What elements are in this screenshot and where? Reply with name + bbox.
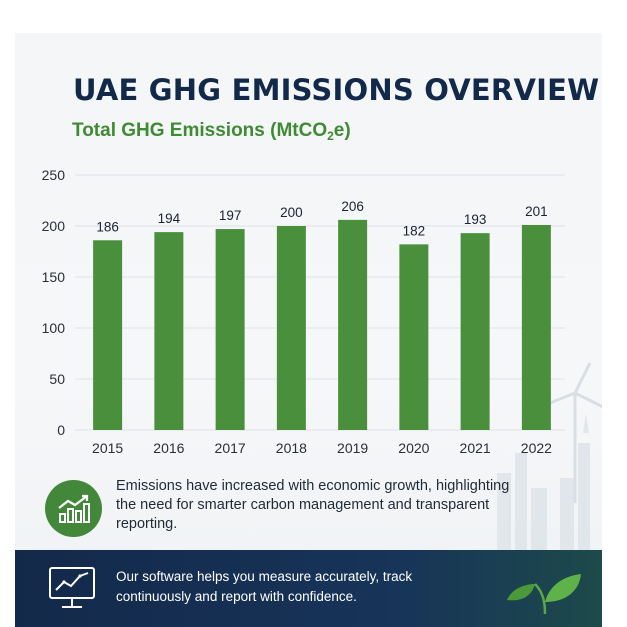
leaves-icon: [507, 574, 581, 615]
bar: [215, 229, 245, 430]
y-tick-label: 250: [42, 167, 66, 183]
bar: [521, 224, 551, 430]
page-title: UAE GHG EMISSIONS OVERVIEW: [73, 73, 600, 107]
data-label: 186: [96, 219, 119, 234]
bar: [93, 240, 123, 430]
data-label: 201: [525, 204, 548, 219]
bar: [276, 226, 306, 430]
bar: [338, 219, 368, 430]
x-tick-label: 2017: [215, 440, 246, 456]
data-label: 200: [280, 205, 303, 220]
y-tick-label: 100: [42, 320, 66, 336]
insight-row: Emissions have increased with economic g…: [45, 473, 585, 543]
emissions-bar-chart: 0 50 100 150 200 250 186 2015 194 2016 197 2017 200 2…: [42, 167, 565, 456]
x-tick-label: 2021: [460, 440, 491, 456]
data-label: 194: [158, 211, 181, 226]
x-tick-label: 2019: [337, 440, 368, 456]
bar: [154, 232, 184, 430]
infographic-card: UAE GHG EMISSIONS OVERVIEW Total GHG Emi…: [15, 33, 602, 627]
y-tick-label: 200: [42, 218, 66, 234]
x-tick-label: 2022: [521, 440, 552, 456]
data-label: 206: [341, 199, 364, 214]
x-tick-label: 2015: [92, 440, 123, 456]
data-label: 197: [219, 208, 242, 223]
y-tick-label: 50: [49, 371, 65, 387]
y-tick-label: 0: [57, 422, 65, 438]
y-tick-label: 150: [42, 269, 66, 285]
skyline-decoration: [497, 362, 602, 553]
footer-banner: Our software helps you measure accuratel…: [15, 550, 602, 627]
x-tick-label: 2020: [398, 440, 429, 456]
bar: [399, 244, 429, 430]
x-tick-label: 2018: [276, 440, 307, 456]
data-label: 182: [403, 223, 426, 238]
x-tick-label: 2016: [153, 440, 184, 456]
footer-text: Our software helps you measure accuratel…: [116, 569, 413, 604]
bar: [460, 233, 490, 430]
chart-subtitle: Total GHG Emissions (MtCO2e): [72, 120, 351, 143]
monitor-chart-icon: [49, 567, 95, 608]
data-label: 193: [464, 212, 487, 227]
insight-text: Emissions have increased with economic g…: [116, 478, 510, 532]
growth-chart-icon: [45, 480, 102, 537]
